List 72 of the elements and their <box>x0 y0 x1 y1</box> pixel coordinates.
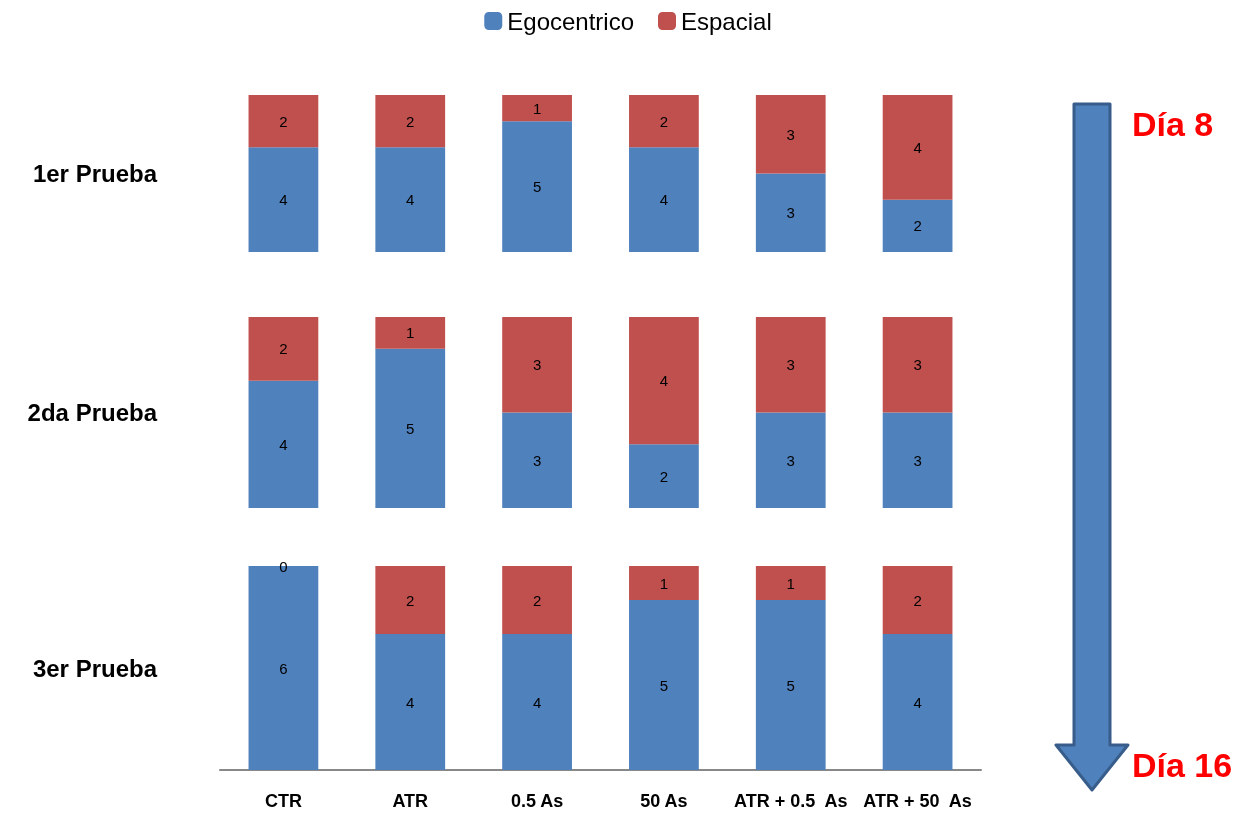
y-axis-title: 2da Prueba <box>27 399 158 426</box>
bar <box>375 147 446 252</box>
bar <box>248 317 319 381</box>
data-label: 2 <box>406 112 415 130</box>
x-tick-label: 50 As <box>640 791 688 811</box>
bar <box>629 444 699 508</box>
data-label: 5 <box>406 419 415 437</box>
x-tick-label: CTR <box>264 791 302 811</box>
bar <box>248 147 319 252</box>
data-label: 2 <box>913 591 922 609</box>
x-tick-label: ATR + 50 As <box>863 791 972 811</box>
bar <box>502 95 572 122</box>
data-label: 4 <box>659 191 669 209</box>
bar <box>882 317 953 413</box>
bar <box>502 121 572 252</box>
bar <box>629 317 699 445</box>
data-label: 1 <box>786 574 795 592</box>
bar <box>248 380 319 508</box>
data-label: 4 <box>532 693 542 711</box>
bar <box>629 95 699 148</box>
legend-label: Espacial <box>681 7 772 35</box>
bar <box>248 95 319 148</box>
data-label: 6 <box>279 659 288 677</box>
x-tick-label: ATR + 0.5 As <box>733 791 848 811</box>
data-label: 3 <box>786 204 795 222</box>
bar <box>375 95 446 148</box>
y-axis-title: 3er Prueba <box>32 654 158 682</box>
bar <box>755 173 826 252</box>
x-tick-label: ATR <box>392 791 429 811</box>
bar <box>755 317 826 413</box>
data-label: 4 <box>913 138 922 156</box>
bar <box>502 317 572 413</box>
data-label: 5 <box>786 676 795 694</box>
data-label: 3 <box>532 356 542 374</box>
data-label: 4 <box>913 693 922 711</box>
data-label: 3 <box>913 356 922 374</box>
data-label: 2 <box>659 112 669 130</box>
bar <box>375 317 446 349</box>
data-label: 3 <box>532 451 542 469</box>
data-label: 5 <box>532 178 542 196</box>
data-label: 1 <box>659 574 669 592</box>
bar <box>629 147 699 252</box>
data-label: 4 <box>406 693 415 711</box>
data-label: 4 <box>659 372 669 390</box>
bar <box>755 412 826 508</box>
data-label: 2 <box>659 467 669 485</box>
data-label: 1 <box>406 324 415 342</box>
legend-label: Egocentrico <box>507 7 635 35</box>
data-label: 1 <box>532 99 542 117</box>
data-label: 5 <box>659 676 669 694</box>
bar <box>502 412 572 508</box>
data-label: 3 <box>786 356 795 374</box>
data-label: 2 <box>532 591 542 609</box>
text: Día 16 <box>1132 746 1233 785</box>
data-label: 3 <box>786 125 795 143</box>
bar <box>755 95 826 174</box>
data-label: 2 <box>913 217 922 235</box>
bar <box>882 199 953 252</box>
data-label: 2 <box>406 591 415 609</box>
data-label: 4 <box>279 435 288 453</box>
data-label: 4 <box>406 191 415 209</box>
data-label: 3 <box>786 451 795 469</box>
y-axis-title: 1er Prueba <box>32 160 158 187</box>
data-label: 2 <box>279 112 288 130</box>
bar <box>882 412 953 508</box>
bar <box>375 348 446 508</box>
data-label: 4 <box>279 191 288 209</box>
data-label: 3 <box>913 451 922 469</box>
bar <box>882 95 953 200</box>
data-label: 2 <box>279 340 288 358</box>
text: Día 8 <box>1132 105 1214 144</box>
x-tick-label: 0.5 As <box>510 791 564 811</box>
